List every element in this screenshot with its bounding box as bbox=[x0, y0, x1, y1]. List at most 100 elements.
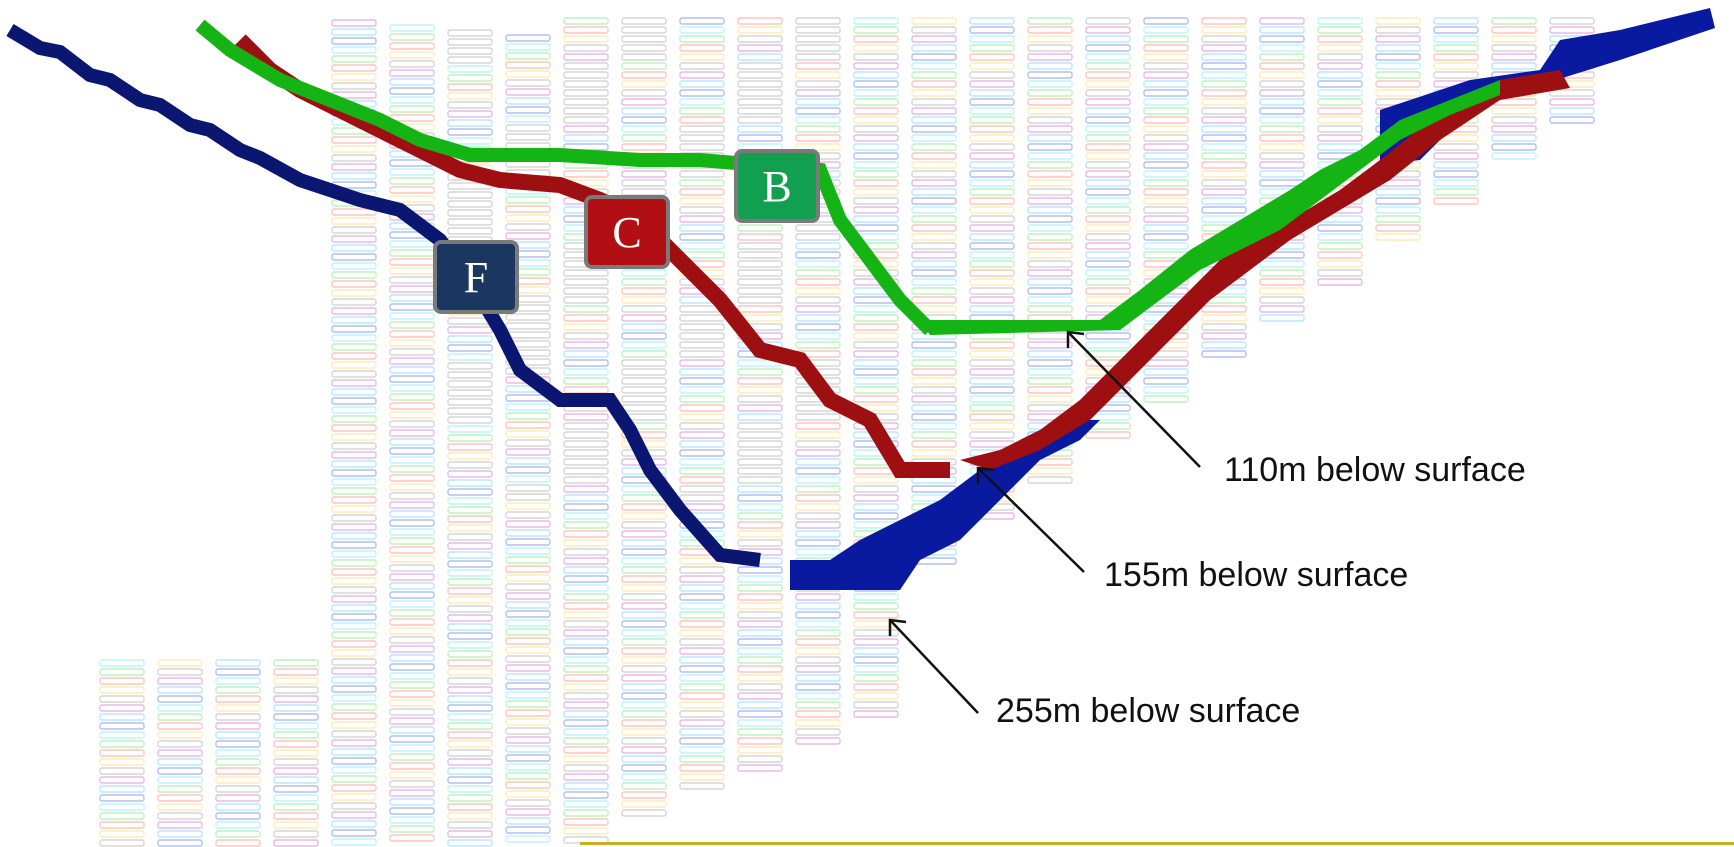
model-block bbox=[563, 656, 609, 664]
model-block bbox=[621, 665, 667, 673]
model-block bbox=[737, 71, 783, 79]
model-block bbox=[853, 701, 899, 709]
model-block bbox=[1143, 368, 1189, 376]
model-block bbox=[969, 359, 1015, 367]
model-block bbox=[911, 260, 957, 268]
model-block bbox=[1201, 170, 1247, 178]
model-block bbox=[853, 170, 899, 178]
model-block bbox=[389, 402, 435, 410]
model-block bbox=[1027, 188, 1073, 196]
model-block bbox=[99, 821, 145, 829]
model-block bbox=[1143, 188, 1189, 196]
model-block bbox=[563, 278, 609, 286]
model-block bbox=[795, 602, 841, 610]
model-block bbox=[331, 523, 377, 531]
arrowhead-155m bbox=[976, 466, 995, 484]
model-block bbox=[1491, 134, 1537, 142]
model-block bbox=[621, 521, 667, 529]
model-block bbox=[911, 404, 957, 412]
model-block bbox=[447, 614, 493, 622]
model-block bbox=[679, 710, 725, 718]
model-block bbox=[215, 740, 261, 748]
model-block bbox=[737, 296, 783, 304]
model-block bbox=[679, 737, 725, 745]
model-block bbox=[1317, 134, 1363, 142]
model-block bbox=[447, 353, 493, 361]
model-block bbox=[505, 646, 551, 654]
model-block bbox=[331, 766, 377, 774]
model-block bbox=[795, 476, 841, 484]
model-block bbox=[969, 161, 1015, 169]
model-block bbox=[389, 420, 435, 428]
model-block bbox=[679, 332, 725, 340]
callout-255m: 255m below surface bbox=[996, 692, 1301, 730]
model-block bbox=[505, 484, 551, 492]
model-block bbox=[795, 116, 841, 124]
model-block bbox=[389, 312, 435, 320]
model-block bbox=[563, 602, 609, 610]
model-block bbox=[505, 547, 551, 555]
model-block bbox=[795, 251, 841, 259]
model-block bbox=[737, 449, 783, 457]
model-block bbox=[795, 494, 841, 502]
model-block bbox=[331, 73, 377, 81]
model-block bbox=[1085, 80, 1131, 88]
model-block bbox=[853, 215, 899, 223]
model-block bbox=[621, 737, 667, 745]
model-block bbox=[1201, 188, 1247, 196]
model-block bbox=[621, 638, 667, 646]
model-block bbox=[1143, 80, 1189, 88]
model-block bbox=[1549, 107, 1595, 115]
model-block bbox=[505, 133, 551, 141]
model-block bbox=[737, 458, 783, 466]
model-block bbox=[621, 269, 667, 277]
model-block bbox=[679, 134, 725, 142]
model-block bbox=[795, 224, 841, 232]
model-block bbox=[679, 89, 725, 97]
model-block bbox=[505, 97, 551, 105]
model-block bbox=[795, 458, 841, 466]
model-block bbox=[795, 53, 841, 61]
model-block bbox=[563, 476, 609, 484]
model-block bbox=[389, 780, 435, 788]
model-block bbox=[795, 44, 841, 52]
model-block bbox=[621, 134, 667, 142]
model-block bbox=[1085, 152, 1131, 160]
model-block bbox=[389, 600, 435, 608]
model-block bbox=[331, 19, 377, 27]
model-block bbox=[737, 224, 783, 232]
model-block bbox=[447, 101, 493, 109]
model-block bbox=[1317, 269, 1363, 277]
model-block bbox=[795, 548, 841, 556]
model-block bbox=[1259, 62, 1305, 70]
model-block bbox=[447, 731, 493, 739]
model-block bbox=[505, 574, 551, 582]
model-block bbox=[737, 530, 783, 538]
model-block bbox=[99, 713, 145, 721]
model-block bbox=[969, 116, 1015, 124]
model-block bbox=[969, 98, 1015, 106]
model-block bbox=[447, 65, 493, 73]
model-block bbox=[447, 119, 493, 127]
model-block bbox=[389, 618, 435, 626]
model-block bbox=[1143, 161, 1189, 169]
model-block bbox=[737, 233, 783, 241]
model-block bbox=[1085, 89, 1131, 97]
model-block bbox=[273, 776, 319, 784]
model-block bbox=[447, 641, 493, 649]
model-block bbox=[99, 758, 145, 766]
arrowhead-110m bbox=[1066, 330, 1085, 348]
model-block bbox=[853, 395, 899, 403]
model-block bbox=[389, 78, 435, 86]
model-block bbox=[795, 17, 841, 25]
model-block bbox=[737, 116, 783, 124]
model-block bbox=[331, 163, 377, 171]
pit-label-f: F bbox=[433, 240, 519, 314]
model-block bbox=[679, 368, 725, 376]
model-block bbox=[389, 537, 435, 545]
model-block bbox=[1143, 44, 1189, 52]
model-block bbox=[447, 758, 493, 766]
model-block bbox=[795, 278, 841, 286]
model-block bbox=[737, 593, 783, 601]
model-block bbox=[505, 772, 551, 780]
